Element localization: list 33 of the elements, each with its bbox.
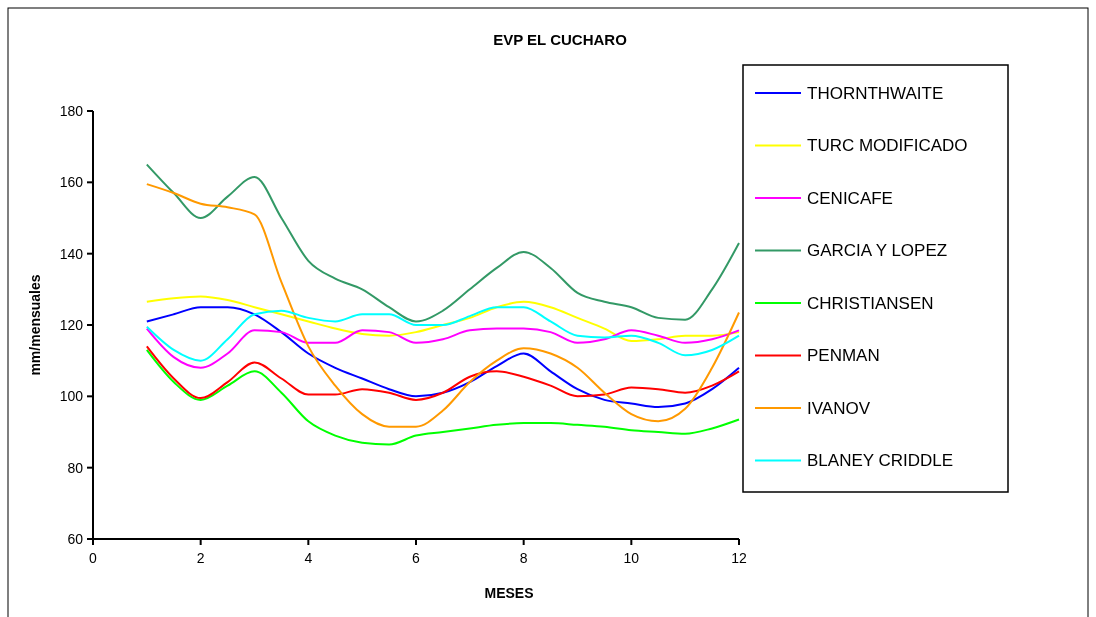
x-tick-label: 6 (412, 550, 421, 566)
line-series (145, 306, 740, 362)
x-tick-label: 10 (623, 550, 640, 566)
y-tick-label: 120 (59, 316, 84, 333)
chart-title: EVP EL CUCHARO (493, 31, 628, 48)
y-tick-label: 80 (67, 459, 84, 476)
x-tick-label: 2 (196, 550, 205, 566)
legend-label: PENMAN (807, 346, 880, 366)
x-axis-title: MESES (484, 585, 534, 601)
legend-label: BLANEY CRIDDLE (807, 451, 954, 471)
x-tick-label: 0 (89, 550, 98, 566)
legend-label: TURC MODIFICADO (807, 136, 968, 156)
legend-label: CENICAFE (807, 188, 893, 208)
legend-label: CHRISTIANSEN (807, 293, 934, 313)
y-tick-label: 140 (59, 245, 84, 262)
line-series (145, 327, 740, 369)
line-series (145, 163, 740, 323)
legend-label: IVANOV (807, 398, 871, 418)
line-series (145, 306, 740, 409)
line-series (145, 348, 740, 446)
legend-label: GARCIA Y LOPEZ (807, 241, 948, 261)
y-tick-label: 180 (59, 102, 84, 119)
line-series (145, 183, 740, 428)
y-tick-label: 60 (67, 530, 84, 547)
legend-label: THORNTHWAITE (807, 83, 944, 103)
line-series (145, 295, 740, 343)
x-tick-label: 4 (304, 550, 313, 566)
y-tick-label: 100 (59, 388, 84, 405)
y-tick-label: 160 (59, 174, 84, 191)
x-tick-label: 8 (519, 550, 528, 566)
y-axis-title: mm/mensuales (27, 274, 43, 376)
x-tick-label: 12 (731, 550, 747, 566)
line-series (145, 345, 740, 401)
